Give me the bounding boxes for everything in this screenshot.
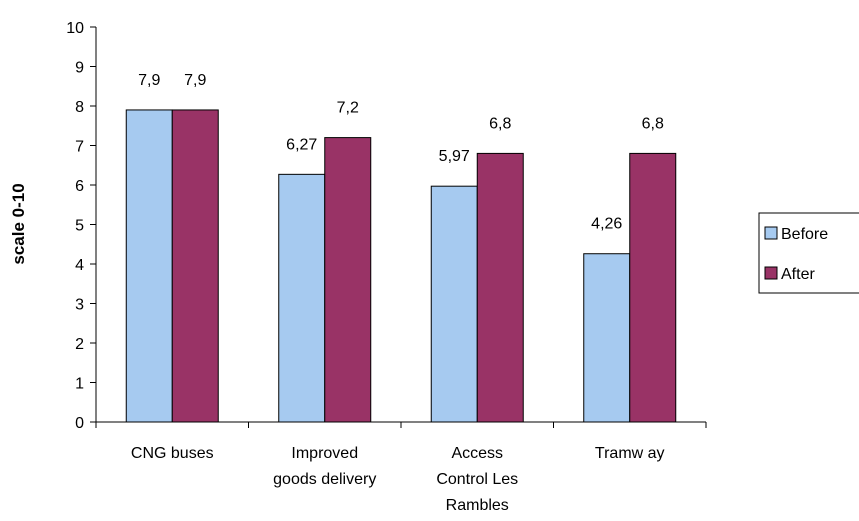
x-category-label: CNG buses <box>131 445 214 462</box>
y-tick-label: 4 <box>75 257 84 274</box>
y-tick-label: 9 <box>75 60 84 77</box>
y-tick-label: 6 <box>75 178 84 195</box>
legend-swatch-before <box>764 226 778 240</box>
y-tick-label: 5 <box>75 218 84 235</box>
data-label: 6,8 <box>642 115 664 132</box>
data-label: 7,9 <box>138 72 160 89</box>
legend-box <box>758 212 859 294</box>
legend: Before After <box>758 212 859 294</box>
bar-before <box>125 109 173 423</box>
x-axis: CNG buses Improved goods delivery Access Con… <box>95 421 707 514</box>
legend-label-before: Before <box>781 226 828 243</box>
x-category-label: Tramw ay <box>595 445 665 462</box>
y-axis: 0 1 2 3 4 5 6 7 8 9 10 <box>66 20 97 432</box>
y-tick-label: 8 <box>75 99 84 116</box>
y-tick-label: 0 <box>75 415 84 432</box>
bar-after <box>171 109 219 423</box>
x-category-label: Improved goods delivery <box>273 445 376 488</box>
data-label: 5,97 <box>439 148 470 165</box>
data-label: 7,9 <box>184 72 206 89</box>
bar-before <box>583 253 631 423</box>
y-tick-label: 7 <box>75 139 84 156</box>
data-label: 7,2 <box>337 100 359 117</box>
data-labels: 7,9 7,9 6,27 7,2 5,97 6,8 4,26 6,8 <box>138 72 664 233</box>
bar-before <box>278 173 326 423</box>
y-tick-label: 3 <box>75 297 84 314</box>
bar-before <box>430 185 478 423</box>
y-axis-title: scale 0-10 <box>9 183 28 264</box>
y-tick-label: 10 <box>66 20 84 37</box>
legend-label-after: After <box>781 266 815 283</box>
y-tick-label: 1 <box>75 376 84 393</box>
x-category-label: Access Control Les Rambles <box>436 445 518 514</box>
data-label: 4,26 <box>591 216 622 233</box>
legend-swatch-after <box>764 266 778 280</box>
bar-after <box>476 152 524 423</box>
bars <box>125 109 677 423</box>
bar-after <box>324 137 372 423</box>
data-label: 6,8 <box>489 115 511 132</box>
bar-after <box>629 152 677 423</box>
y-tick-label: 2 <box>75 336 84 353</box>
data-label: 6,27 <box>286 136 317 153</box>
